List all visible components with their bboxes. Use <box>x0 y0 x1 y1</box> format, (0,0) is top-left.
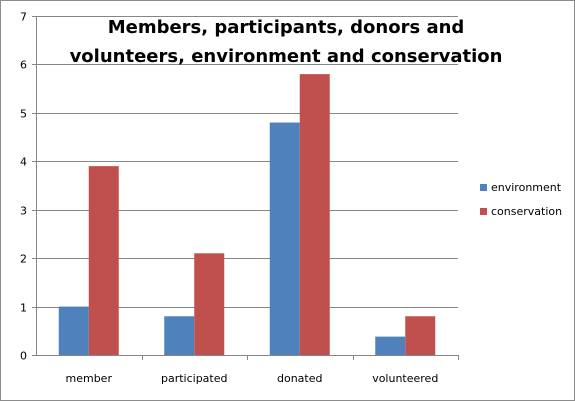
x-tick-label: participated <box>161 372 228 385</box>
y-tick-label: 7 <box>20 11 27 24</box>
chart-title-line-1: Members, participants, donors and <box>108 17 465 38</box>
axes <box>32 16 459 360</box>
bar-conservation-member <box>88 166 119 355</box>
y-tick-label: 3 <box>20 205 27 218</box>
bar-conservation-participated <box>194 253 225 355</box>
y-tick-label: 4 <box>20 156 27 169</box>
y-tick-label: 1 <box>20 302 27 315</box>
legend-label-environment: environment <box>491 181 562 194</box>
x-tick-label: volunteered <box>372 372 438 385</box>
bars <box>58 74 436 356</box>
y-tick-labels: 0 1 2 3 4 5 6 7 <box>20 11 27 363</box>
y-tick-label: 6 <box>20 59 27 72</box>
y-tick-label: 0 <box>20 350 27 363</box>
chart-title-line-2: volunteers, environment and conservation <box>70 46 503 67</box>
bar-environment-member <box>58 306 89 355</box>
bar-conservation-volunteered <box>405 316 436 355</box>
legend-swatch-conservation <box>480 208 487 215</box>
x-tick-label: member <box>66 372 113 385</box>
legend-swatch-environment <box>480 184 487 191</box>
legend-label-conservation: conservation <box>491 205 562 218</box>
bar-environment-donated <box>269 122 300 356</box>
chart-title: Members, participants, donors and volunt… <box>70 17 503 67</box>
x-tick-labels: member participated donated volunteered <box>66 372 439 385</box>
y-tick-label: 2 <box>20 253 27 266</box>
bar-conservation-donated <box>299 74 330 355</box>
y-tick-label: 5 <box>20 108 27 121</box>
bar-environment-participated <box>164 316 195 355</box>
legend: environment conservation <box>480 181 562 218</box>
bar-environment-volunteered <box>375 336 406 355</box>
x-tick-label: donated <box>277 372 323 385</box>
